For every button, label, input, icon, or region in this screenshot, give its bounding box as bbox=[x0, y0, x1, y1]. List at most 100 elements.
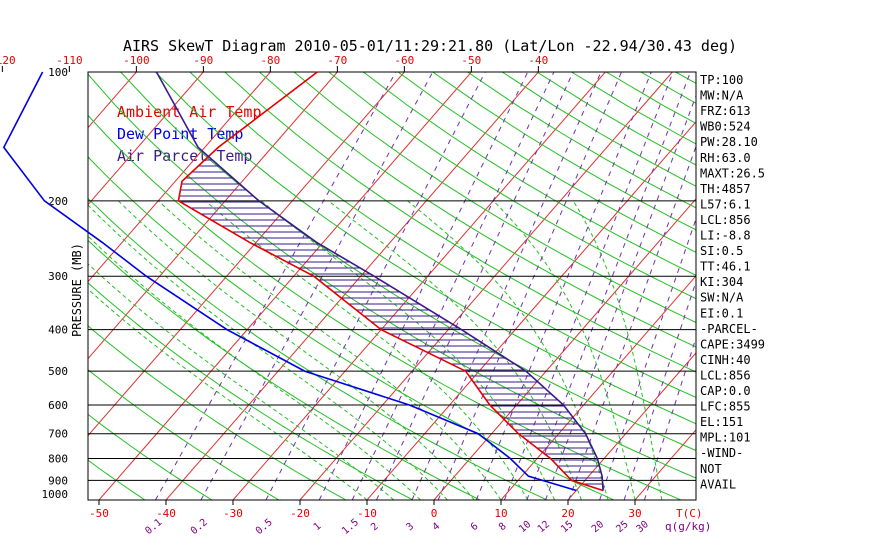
top-temp-tick-label: -40 bbox=[528, 54, 548, 67]
moist-adiabat-line bbox=[157, 200, 502, 500]
index-label: KI:304 bbox=[700, 275, 743, 289]
top-temp-tick-label: -70 bbox=[327, 54, 347, 67]
isotherm-line bbox=[0, 72, 2, 500]
bottom-temp-tick-label: 20 bbox=[561, 507, 574, 520]
index-label: MAXT:26.5 bbox=[700, 166, 765, 180]
dry-adiabat-line bbox=[155, 72, 696, 425]
isotherm-line bbox=[567, 352, 696, 500]
moist-adiabat-line bbox=[572, 200, 663, 500]
dry-adiabat-line bbox=[88, 325, 347, 500]
mixing-ratio-line bbox=[411, 72, 602, 500]
index-label: SW:N/A bbox=[700, 291, 744, 305]
mixing-ratio-label: 15 bbox=[559, 519, 575, 535]
dry-adiabat-line bbox=[88, 459, 146, 500]
dry-adiabat-line bbox=[189, 72, 696, 399]
dry-adiabat-line bbox=[397, 72, 696, 253]
dry-adiabat-line bbox=[88, 197, 548, 500]
cape-hatching bbox=[179, 159, 603, 485]
index-label: L57:6.1 bbox=[700, 197, 751, 211]
mixing-ratio-line bbox=[437, 72, 622, 500]
dry-adiabat-line bbox=[328, 72, 696, 300]
index-label: MPL:101 bbox=[700, 431, 751, 445]
mixing-ratio-label: 2 bbox=[369, 521, 381, 533]
pressure-tick-label: 600 bbox=[48, 399, 68, 412]
dry-adiabat-line bbox=[88, 73, 696, 479]
isotherm-line bbox=[88, 72, 405, 437]
isotherm-line bbox=[88, 72, 271, 283]
mixing-ratio-label: 1.5 bbox=[340, 517, 361, 537]
bottom-temp-tick-label: 30 bbox=[628, 507, 641, 520]
isotherm-line bbox=[433, 198, 696, 500]
mixing-ratio-label: 6 bbox=[469, 521, 481, 533]
moist-adiabat-line bbox=[260, 200, 556, 500]
mixing-ratio-label: 4 bbox=[431, 521, 443, 533]
mixing-ratio-line bbox=[200, 72, 434, 500]
mixing-ratio-label: 1 bbox=[312, 521, 324, 533]
x-axis-mix-label: q(g/kg) bbox=[665, 520, 711, 533]
pressure-tick-label: 200 bbox=[48, 195, 68, 208]
top-temp-tick-label: -100 bbox=[123, 54, 150, 67]
parcel-temp-line bbox=[155, 71, 604, 491]
pressure-tick-label: 900 bbox=[48, 474, 68, 487]
mixing-ratio-label: 20 bbox=[590, 519, 606, 535]
bottom-temp-tick-label: -40 bbox=[156, 507, 176, 520]
plot-frame bbox=[87, 71, 697, 501]
legend-item: Ambient Air Temp bbox=[117, 103, 262, 121]
index-label: CAPE:3499 bbox=[700, 337, 765, 351]
mixing-ratio-label: 10 bbox=[517, 519, 533, 535]
index-label: TH:4857 bbox=[700, 182, 751, 196]
pressure-tick-label: 400 bbox=[48, 324, 68, 337]
pressure-tick-label: 100 bbox=[48, 66, 68, 79]
index-label: CAP:0.0 bbox=[700, 384, 751, 398]
isotherm-line bbox=[366, 121, 696, 500]
legend: Ambient Air Temp Dew Point Temp Air Parcel… bbox=[117, 103, 262, 165]
isotherm-line bbox=[769, 72, 870, 500]
pressure-tick-label: 800 bbox=[48, 453, 68, 466]
dry-adiabat-line bbox=[88, 282, 414, 500]
mixing-ratio-line bbox=[351, 72, 555, 500]
mixing-ratio-label: 0.5 bbox=[254, 517, 275, 537]
pressure-tick-label: 700 bbox=[48, 428, 68, 441]
index-label: WB0:524 bbox=[700, 120, 751, 134]
mixing-ratio-line bbox=[545, 94, 696, 500]
isotherm-line bbox=[836, 72, 870, 500]
dry-adiabat-line bbox=[293, 72, 696, 324]
index-label: PW:28.10 bbox=[700, 135, 758, 149]
mixing-ratio-label: 0.1 bbox=[143, 517, 164, 537]
top-temp-tick-label: -60 bbox=[394, 54, 414, 67]
dry-adiabat-line bbox=[432, 72, 696, 231]
moist-adiabat-line bbox=[88, 204, 448, 500]
bottom-temp-tick-label: -20 bbox=[290, 507, 310, 520]
pressure-tick-label: 1000 bbox=[42, 488, 69, 501]
mixing-ratio-label: 3 bbox=[405, 521, 417, 533]
bottom-temp-tick-label: 0 bbox=[431, 507, 438, 520]
mixing-ratio-line bbox=[376, 72, 574, 500]
x-axis-temp-label: T(C) bbox=[676, 507, 703, 520]
legend-item: Dew Point Temp bbox=[117, 125, 243, 143]
y-axis-label: PRESSURE (MB) bbox=[70, 243, 84, 337]
index-label: EL:151 bbox=[700, 415, 743, 429]
dry-adiabat-line bbox=[88, 369, 280, 500]
top-temp-tick-label: -50 bbox=[461, 54, 481, 67]
dry-adiabat-line bbox=[88, 413, 213, 500]
index-label: FRZ:613 bbox=[700, 104, 751, 118]
bottom-temp-tick-label: -30 bbox=[223, 507, 243, 520]
dry-adiabat-line bbox=[88, 239, 481, 500]
top-temp-tick-label: -120 bbox=[0, 54, 16, 67]
bottom-temp-tick-label: 10 bbox=[494, 507, 507, 520]
isotherm-line bbox=[299, 72, 673, 500]
dry-adiabat-line bbox=[88, 156, 615, 500]
dry-adiabat-line bbox=[745, 72, 870, 500]
isotherm-line bbox=[232, 72, 606, 500]
mixing-ratio-line bbox=[526, 72, 691, 500]
moist-adiabat-line bbox=[88, 263, 395, 500]
isotherm-line bbox=[88, 72, 204, 206]
index-label: -WIND- bbox=[700, 446, 743, 460]
pressure-tick-label: 500 bbox=[48, 365, 68, 378]
dewpoint-temp-line bbox=[2, 71, 577, 492]
isotherm-line bbox=[500, 275, 696, 500]
index-label: CINH:40 bbox=[700, 353, 751, 367]
mixing-ratio-label: 30 bbox=[635, 519, 651, 535]
